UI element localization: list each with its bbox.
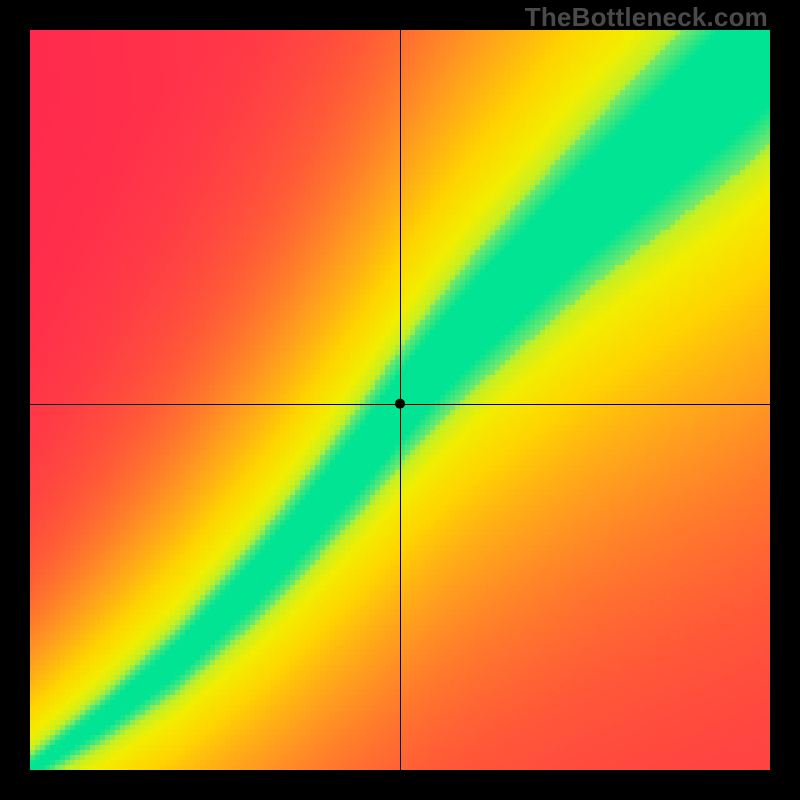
watermark-text: TheBottleneck.com <box>525 2 768 33</box>
bottleneck-heatmap <box>30 30 770 770</box>
chart-container: TheBottleneck.com <box>0 0 800 800</box>
